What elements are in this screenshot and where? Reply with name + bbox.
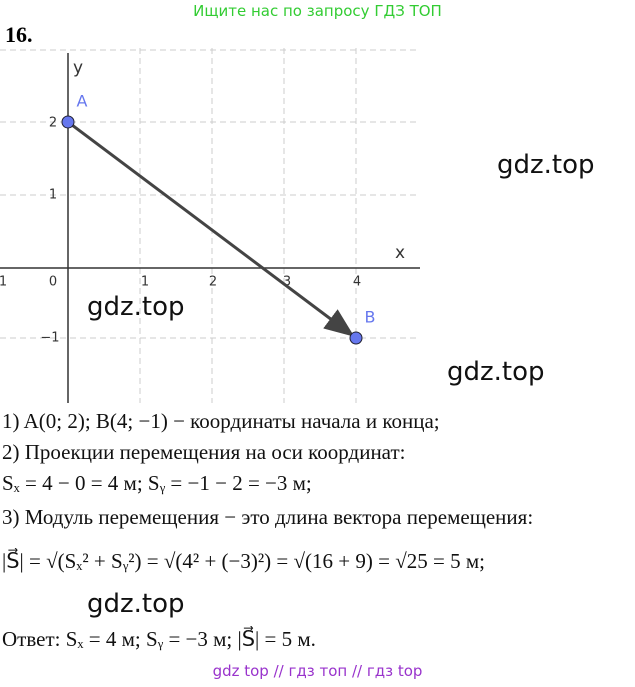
- point-label: A: [77, 92, 88, 111]
- solution-line: 2) Проекции перемещения на оси координат…: [2, 440, 406, 464]
- solution-line: Sₓ = 4 − 0 = 4 м; Sᵧ = −1 − 2 = −3 м;: [2, 471, 312, 495]
- x-tick-label: 4: [353, 275, 361, 290]
- x-tick-label: 1: [141, 275, 149, 290]
- x-tick-label: 0: [49, 275, 57, 290]
- solution-line: |S⃗| = √(Sₓ² + Sᵧ²) = √(4² + (−3)²) = √(…: [2, 549, 485, 573]
- x-tick-label: 2: [209, 275, 217, 290]
- x-tick-label: 3: [283, 275, 291, 290]
- y-tick-label: 1: [49, 188, 57, 203]
- point: [61, 115, 75, 129]
- y-tick-label: 2: [49, 116, 57, 131]
- axis-y-label: y: [73, 58, 83, 78]
- point: [349, 331, 363, 345]
- grid: [0, 48, 420, 403]
- solution-line: 1) A(0; 2); B(4; −1) − координаты начала…: [2, 409, 440, 433]
- x-tick-label: 1: [0, 275, 7, 290]
- watermark: gdz.top: [87, 292, 185, 322]
- watermark: gdz.top: [497, 150, 595, 180]
- footer: gdz top // гдз топ // гдз top: [212, 662, 423, 680]
- solution-line: Ответ: Sₓ = 4 м; Sᵧ = −3 м; |S⃗| = 5 м.: [2, 627, 316, 651]
- watermark: gdz.top: [87, 589, 185, 619]
- solution-line: 3) Модуль перемещения − это длина вектор…: [2, 505, 534, 529]
- graph: x y 1 0 1 2 3 4 2 1 −1 A B: [0, 48, 420, 403]
- watermark: gdz.top: [447, 357, 545, 387]
- point-label: B: [365, 308, 376, 327]
- header-notice: Ищите нас по запросу ГДЗ ТОП: [193, 2, 442, 20]
- axis-x-label: x: [395, 243, 405, 263]
- vector: [67, 120, 355, 337]
- y-tick-label: −1: [40, 331, 59, 346]
- problem-number: 16.: [5, 22, 33, 47]
